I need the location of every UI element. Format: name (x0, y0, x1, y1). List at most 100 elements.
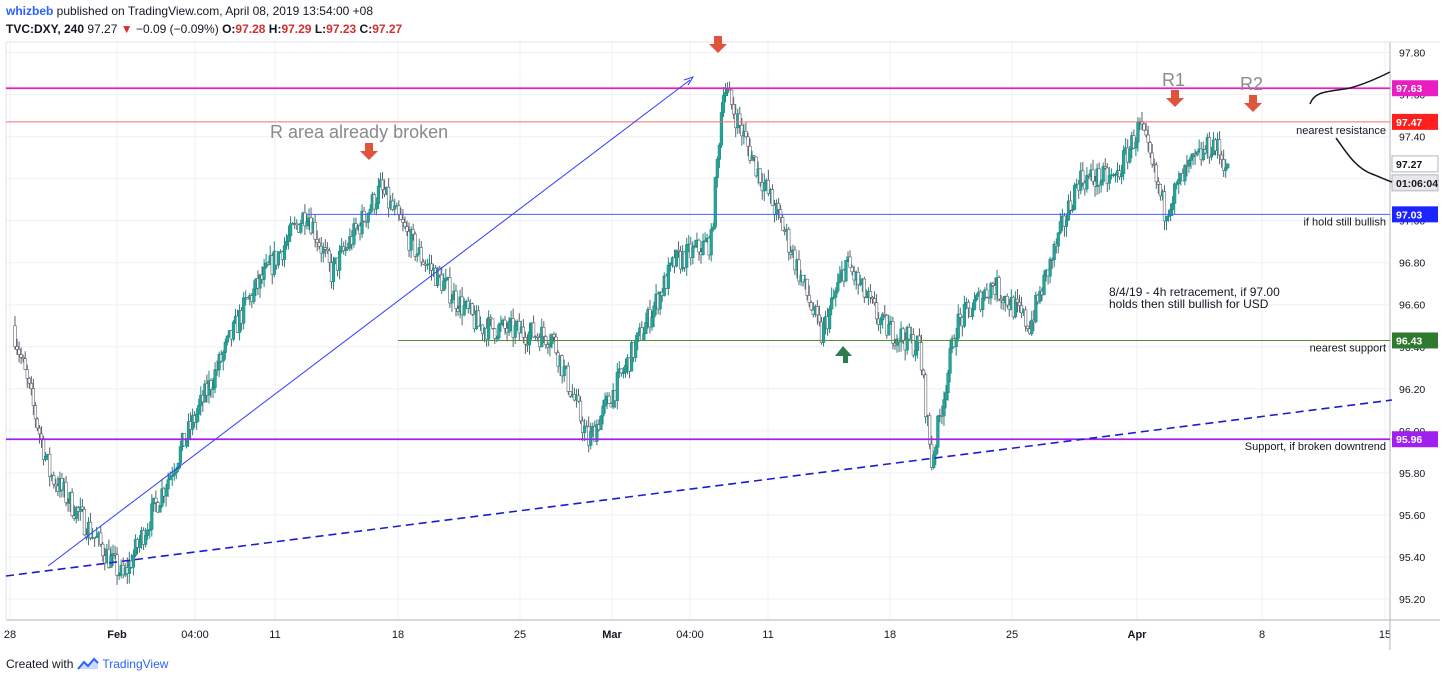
candle-body (658, 292, 662, 310)
candle-up (838, 265, 842, 284)
candle-up (338, 244, 342, 280)
candle-body (997, 277, 1001, 300)
candle-body (27, 378, 31, 384)
candle-body (711, 226, 715, 230)
candle-body (438, 267, 442, 276)
price-change: −0.09 (−0.09%) (135, 22, 219, 36)
candle-body (576, 395, 581, 402)
candle-body (781, 217, 785, 231)
resistance-arrow-icon (360, 143, 378, 160)
candle-down (115, 547, 119, 585)
candle-body (697, 239, 701, 253)
candle-body (531, 322, 536, 338)
candle-body (715, 158, 719, 178)
candle-up (1034, 291, 1038, 324)
candle-up (462, 298, 466, 317)
candle-body (607, 395, 611, 404)
candle-up (1195, 151, 1199, 157)
candle-down (438, 265, 442, 278)
candle-down (54, 478, 58, 493)
candle-body (352, 223, 356, 245)
price-axis-label-text: 96.43 (1396, 335, 1422, 347)
candle-body (211, 387, 215, 390)
candle-down (37, 424, 42, 444)
candle-body (168, 475, 172, 481)
candle-up (507, 316, 511, 336)
tradingview-brand[interactable]: TradingView (102, 657, 169, 671)
price-axis-label (1392, 431, 1438, 448)
note-line-2: holds then still bullish for USD (1109, 297, 1269, 311)
candle-down (493, 328, 497, 344)
candle-up (148, 521, 152, 539)
candle-body (752, 155, 756, 158)
candle-up (1164, 216, 1169, 230)
candle-body (1152, 163, 1156, 166)
candle-body (887, 324, 891, 336)
footer: Created with TradingView (6, 657, 168, 671)
candle-down (70, 488, 74, 518)
candle-down (154, 490, 158, 512)
candle-down (1146, 125, 1150, 152)
candle-body (701, 240, 705, 255)
candle-body (82, 508, 87, 536)
r1-label: R1 (1162, 70, 1185, 90)
candle-body (17, 349, 21, 355)
candle-body (13, 325, 17, 347)
price-axis-label-text: 01:06:04 (1396, 178, 1438, 190)
candle-body (172, 472, 176, 476)
candle-body (197, 405, 201, 415)
candle-body (21, 357, 25, 359)
candle-body (29, 383, 33, 389)
high-value: H:97.29 (268, 22, 312, 36)
y-tick-label: 97.80 (1399, 48, 1425, 60)
projection-up-curve (1309, 71, 1391, 105)
candle-up (709, 223, 713, 262)
last-price: 97.27 (87, 22, 118, 36)
author-link[interactable]: whizbeb (6, 4, 54, 18)
candle-body (870, 297, 875, 299)
candle-down (1148, 141, 1152, 159)
candle-body (380, 179, 385, 190)
candle-up (1183, 163, 1187, 186)
price-axis-label-text: 95.96 (1396, 434, 1422, 446)
candle-body (39, 433, 44, 440)
candle-body (262, 266, 266, 280)
candle-down (770, 184, 775, 206)
candle-body (748, 145, 752, 161)
candle-body (946, 372, 950, 393)
candle-up (252, 280, 256, 305)
candle-down (31, 379, 35, 416)
x-tick-label: 11 (762, 629, 773, 641)
price-axis-label (1392, 206, 1438, 223)
candle-body (1158, 183, 1162, 197)
candle-up (548, 333, 552, 357)
candle-up (1013, 291, 1018, 319)
candle-body (231, 321, 236, 340)
candle-body (668, 262, 672, 266)
candle-body (1101, 166, 1105, 182)
candle-up (603, 392, 607, 414)
candle-body (1026, 325, 1030, 329)
candle-body (403, 222, 407, 227)
candle-body (750, 155, 754, 161)
candle-up (299, 219, 303, 235)
candle-up (282, 237, 287, 268)
candle-up (668, 262, 672, 272)
candle-body (948, 348, 952, 374)
candle-body (1048, 258, 1052, 277)
candle-body (676, 249, 681, 252)
candle-body (221, 352, 225, 362)
candle-down (1017, 295, 1022, 313)
candle-up (1030, 311, 1034, 336)
candle-up (366, 212, 370, 230)
candle-down (99, 525, 103, 548)
candle-up (1209, 146, 1214, 161)
candle-body (1168, 209, 1173, 216)
candle-up (1201, 141, 1205, 162)
candle-body (913, 350, 917, 356)
candle-body (360, 210, 364, 235)
trend-line (47, 79, 691, 567)
candle-body (19, 354, 23, 358)
candle-body (299, 222, 303, 233)
